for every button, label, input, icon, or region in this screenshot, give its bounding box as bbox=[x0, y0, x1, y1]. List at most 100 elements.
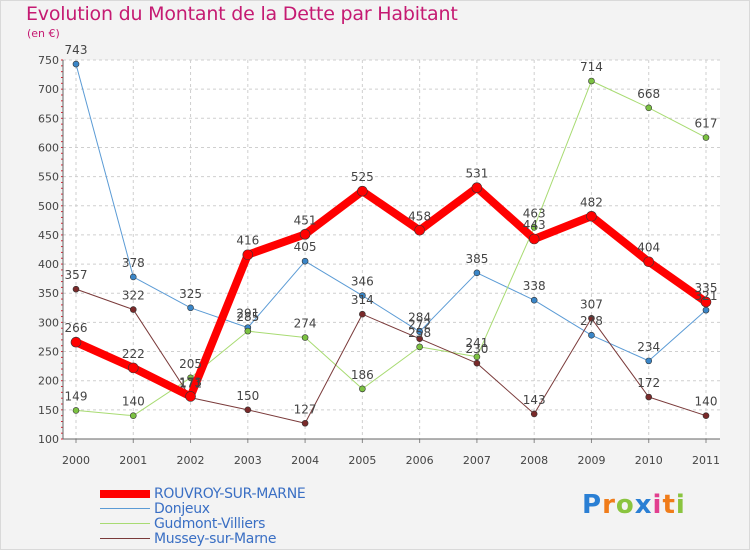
data-point-mussey-sur-marne bbox=[416, 335, 423, 343]
data-label-gudmont-villiers: 714 bbox=[580, 60, 603, 74]
data-point-rouvroy-sur-marne bbox=[528, 233, 540, 245]
data-label-rouvroy-sur-marne: 525 bbox=[351, 170, 374, 184]
series-line-rouvroy-sur-marne bbox=[72, 183, 710, 401]
x-tick-label: 2011 bbox=[692, 454, 720, 467]
data-point-mussey-sur-marne bbox=[72, 285, 80, 293]
y-tick-label: 550 bbox=[38, 171, 59, 184]
y-tick-label: 350 bbox=[38, 287, 59, 300]
data-point-mussey-sur-marne bbox=[530, 410, 538, 418]
legend-label-rouvroy: ROUVROY-SUR-MARNE bbox=[154, 485, 306, 502]
legend-label-gudmont: Gudmont-Villiers bbox=[154, 515, 266, 532]
x-tick-label: 2000 bbox=[62, 454, 90, 467]
proxiti-letter: o bbox=[615, 490, 635, 520]
data-label-donjeux: 284 bbox=[408, 311, 431, 325]
data-point-rouvroy-sur-marne bbox=[70, 336, 82, 348]
data-label-rouvroy-sur-marne: 482 bbox=[580, 195, 603, 209]
x-tick-label: 2010 bbox=[635, 454, 663, 467]
data-label-rouvroy-sur-marne: 458 bbox=[408, 209, 431, 223]
x-tick-label: 2002 bbox=[177, 454, 205, 467]
data-point-gudmont-villiers bbox=[72, 407, 80, 414]
data-label-mussey-sur-marne: 357 bbox=[65, 268, 88, 282]
legend-swatch-donjeux bbox=[100, 508, 150, 509]
data-label-gudmont-villiers: 668 bbox=[637, 87, 660, 101]
data-label-gudmont-villiers: 463 bbox=[523, 206, 546, 220]
data-label-donjeux: 405 bbox=[294, 240, 317, 254]
data-point-donjeux bbox=[473, 269, 481, 277]
data-label-donjeux: 325 bbox=[179, 287, 202, 301]
y-tick-label: 200 bbox=[38, 375, 59, 388]
y-axis-unit: (en €) bbox=[27, 27, 60, 40]
plot-area bbox=[63, 60, 720, 439]
data-point-gudmont-villiers bbox=[702, 134, 710, 141]
data-point-donjeux bbox=[645, 357, 653, 365]
y-tick-label: 400 bbox=[38, 258, 59, 271]
data-label-mussey-sur-marne: 272 bbox=[408, 318, 431, 332]
legend-swatch-gudmont bbox=[100, 523, 150, 524]
data-point-mussey-sur-marne bbox=[645, 393, 653, 401]
data-label-gudmont-villiers: 149 bbox=[65, 389, 88, 403]
data-label-rouvroy-sur-marne: 531 bbox=[465, 167, 488, 181]
data-point-gudmont-villiers bbox=[473, 353, 481, 361]
data-point-gudmont-villiers bbox=[416, 343, 423, 351]
data-point-rouvroy-sur-marne bbox=[242, 249, 254, 261]
data-point-donjeux bbox=[129, 273, 137, 281]
y-tick-label: 750 bbox=[38, 54, 59, 67]
series-line-mussey-sur-marne bbox=[75, 288, 707, 424]
data-point-rouvroy-sur-marne bbox=[185, 391, 196, 402]
data-point-mussey-sur-marne bbox=[301, 419, 309, 427]
proxiti-letter: i bbox=[652, 490, 663, 520]
data-label-rouvroy-sur-marne: 222 bbox=[122, 347, 145, 361]
x-tick-label: 2005 bbox=[348, 454, 376, 467]
data-label-donjeux: 291 bbox=[236, 307, 259, 321]
data-label-mussey-sur-marne: 171 bbox=[179, 377, 202, 391]
x-tick-label: 2006 bbox=[406, 454, 434, 467]
proxiti-letter: r bbox=[602, 490, 616, 520]
data-label-donjeux: 278 bbox=[580, 314, 603, 328]
data-label-mussey-sur-marne: 314 bbox=[351, 293, 374, 307]
y-tick-label: 700 bbox=[38, 83, 59, 96]
y-tick-label: 300 bbox=[38, 316, 59, 329]
data-label-gudmont-villiers: 241 bbox=[465, 336, 488, 350]
proxiti-letter: t bbox=[662, 490, 676, 520]
y-tick-label: 150 bbox=[38, 404, 59, 417]
legend-item-donjeux: Donjeux bbox=[100, 501, 305, 516]
x-tick-label: 2004 bbox=[291, 454, 319, 467]
data-label-gudmont-villiers: 285 bbox=[236, 310, 259, 324]
y-tick-label: 450 bbox=[38, 229, 59, 242]
proxiti-logo[interactable]: Proxiti bbox=[582, 490, 686, 520]
y-tick-label: 100 bbox=[38, 433, 59, 446]
data-point-donjeux bbox=[359, 292, 366, 299]
data-label-rouvroy-sur-marne: 443 bbox=[523, 218, 546, 232]
data-point-rouvroy-sur-marne bbox=[357, 185, 368, 197]
x-tick-label: 2001 bbox=[119, 454, 147, 467]
data-point-gudmont-villiers bbox=[359, 385, 366, 393]
data-label-mussey-sur-marne: 230 bbox=[465, 342, 488, 356]
data-point-mussey-sur-marne bbox=[473, 359, 481, 367]
data-label-gudmont-villiers: 140 bbox=[122, 395, 145, 409]
data-label-rouvroy-sur-marne: 266 bbox=[65, 321, 88, 335]
y-tick-label: 650 bbox=[38, 112, 59, 125]
series-line-donjeux bbox=[75, 63, 707, 362]
data-point-mussey-sur-marne bbox=[702, 412, 710, 419]
data-label-rouvroy-sur-marne: 404 bbox=[637, 241, 660, 255]
data-point-donjeux bbox=[416, 328, 423, 336]
data-label-gudmont-villiers: 186 bbox=[351, 368, 374, 382]
data-point-gudmont-villiers bbox=[187, 374, 194, 382]
data-label-donjeux: 321 bbox=[695, 289, 718, 303]
legend-item-rouvroy: ROUVROY-SUR-MARNE bbox=[100, 485, 306, 502]
data-point-rouvroy-sur-marne bbox=[471, 182, 483, 193]
data-point-mussey-sur-marne bbox=[244, 406, 252, 414]
data-label-donjeux: 378 bbox=[122, 256, 145, 270]
data-point-rouvroy-sur-marne bbox=[643, 256, 655, 268]
data-point-donjeux bbox=[588, 331, 595, 339]
x-tick-label: 2003 bbox=[234, 454, 262, 467]
data-point-rouvroy-sur-marne bbox=[299, 229, 311, 240]
series-line-gudmont-villiers bbox=[75, 80, 707, 417]
data-point-rouvroy-sur-marne bbox=[700, 296, 712, 308]
data-point-donjeux bbox=[530, 296, 538, 304]
data-point-mussey-sur-marne bbox=[588, 315, 595, 322]
x-tick-label: 2007 bbox=[463, 454, 491, 467]
data-point-donjeux bbox=[72, 60, 80, 68]
proxiti-letter: x bbox=[634, 490, 653, 520]
